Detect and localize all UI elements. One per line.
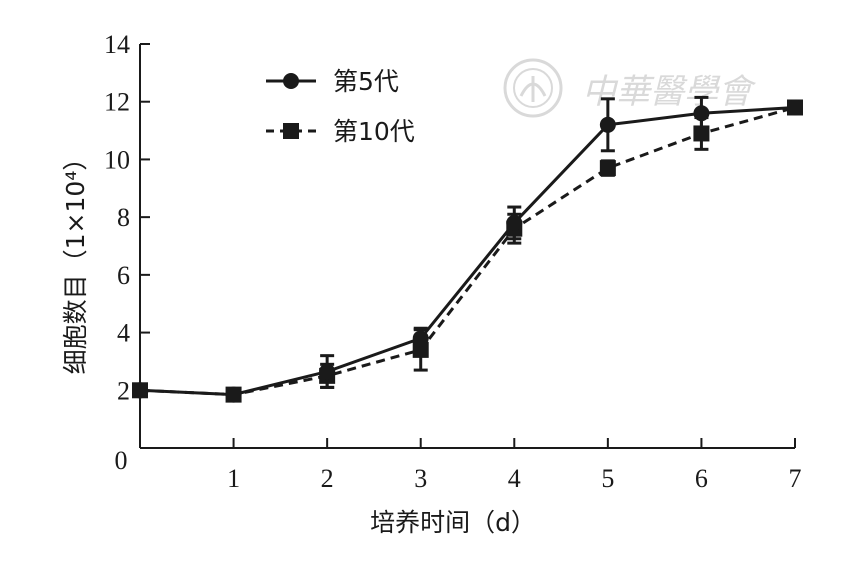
x-tick-label: 6 <box>695 464 708 493</box>
x-tick-label: 5 <box>601 464 614 493</box>
data-point-circle <box>506 214 523 231</box>
y-tick-label: 8 <box>117 203 130 232</box>
x-tick-label: 1 <box>227 464 240 493</box>
data-point-circle <box>787 99 803 116</box>
x-tick-label-zero: 0 <box>115 446 128 475</box>
legend-marker-square <box>283 123 299 139</box>
y-tick-label: 14 <box>104 30 130 59</box>
x-axis-ticks: 1 2 3 4 5 6 7 0 <box>115 438 802 493</box>
x-axis-title: 培养时间（d） <box>370 508 536 537</box>
y-axis-title: 细胞数目（1×10⁴） <box>61 146 90 375</box>
watermark-text: 中華醫學會 <box>582 72 757 112</box>
legend-item-series-1 <box>266 73 316 89</box>
data-point-circle <box>319 363 336 380</box>
series-1-line <box>139 105 796 397</box>
x-tick-label: 7 <box>789 464 802 493</box>
data-point-circle <box>225 386 242 403</box>
series-2 <box>132 99 803 403</box>
legend-label-series-1: 第5代 <box>333 67 399 96</box>
society-seal-icon <box>503 58 563 118</box>
legend-label-series-2: 第10代 <box>333 117 415 146</box>
y-tick-label: 2 <box>117 376 130 405</box>
y-axis-ticks: 2 4 6 8 10 12 14 <box>104 30 150 405</box>
y-tick-label: 12 <box>104 88 130 117</box>
data-point-circle <box>693 105 710 122</box>
data-point-circle <box>412 330 429 347</box>
series-layer <box>132 95 803 403</box>
legend-item-series-2 <box>266 123 316 139</box>
watermark: 中華醫學會 <box>503 58 757 118</box>
y-tick-label: 4 <box>117 319 130 348</box>
data-point-circle <box>132 382 148 399</box>
x-tick-label: 3 <box>414 464 427 493</box>
data-point-square <box>599 160 616 177</box>
legend: 第5代 第10代 <box>266 67 415 146</box>
x-tick-label: 4 <box>508 464 521 493</box>
series-1 <box>132 95 803 403</box>
y-tick-label: 10 <box>104 145 130 174</box>
data-point-circle <box>599 116 616 133</box>
legend-marker-circle <box>283 73 299 89</box>
x-tick-label: 2 <box>321 464 334 493</box>
y-tick-label: 6 <box>117 261 130 290</box>
axes <box>139 44 795 449</box>
